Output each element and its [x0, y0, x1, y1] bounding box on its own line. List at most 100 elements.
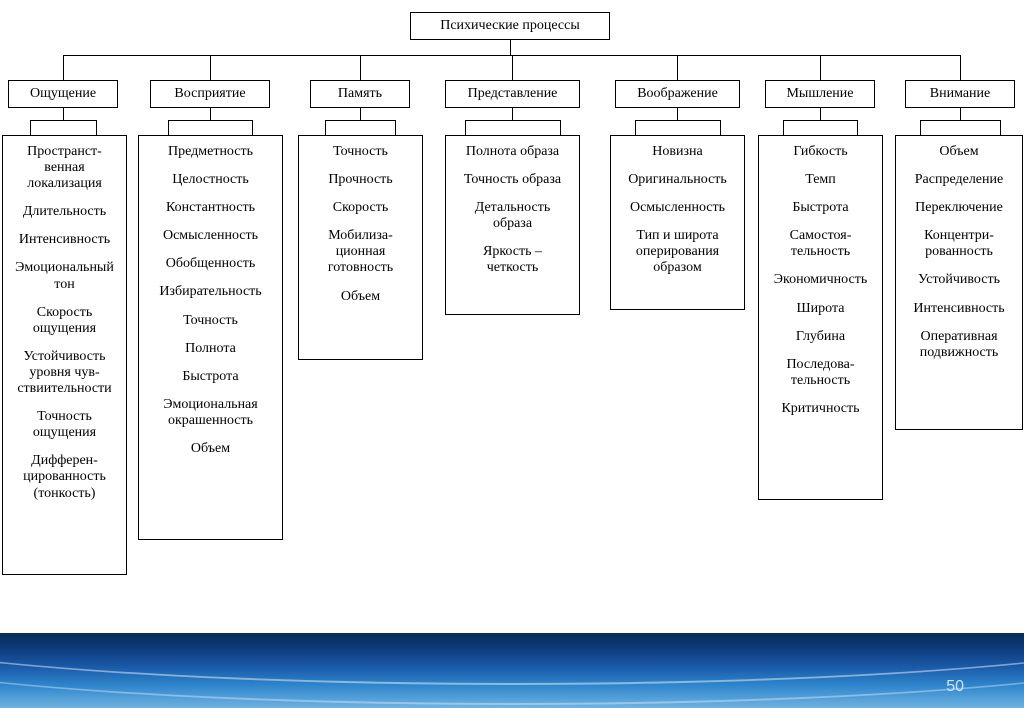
connector-vline — [960, 108, 961, 120]
connector-vline — [252, 120, 253, 135]
list-item: Объем — [303, 289, 418, 305]
connector-hline — [325, 120, 395, 121]
list-item: Интенсивность — [900, 301, 1018, 317]
list-item: Детальность — [450, 200, 575, 216]
list-item: Интенсивность — [7, 232, 122, 248]
category-perception: Восприятие — [150, 80, 270, 108]
connector-vline — [560, 120, 561, 135]
connector-vline — [960, 55, 961, 80]
connector-vline — [720, 120, 721, 135]
connector-vline — [465, 120, 466, 135]
connector-vline — [677, 108, 678, 120]
list-item: Последова- — [763, 357, 878, 373]
list-item: Предметность — [143, 144, 278, 160]
list-item: Эмоциональная — [143, 397, 278, 413]
connector-hline — [168, 120, 252, 121]
connector-hline — [635, 120, 720, 121]
connector-vline — [820, 55, 821, 80]
list-item: Глубина — [763, 329, 878, 345]
list-item: Устойчивость — [7, 349, 122, 365]
list-item: Дифферен- — [7, 453, 122, 469]
list-item: готовность — [303, 260, 418, 276]
list-item: уровня чув- — [7, 365, 122, 381]
connector-vline — [920, 120, 921, 135]
list-item: Точность — [303, 144, 418, 160]
list-item: четкость — [450, 260, 575, 276]
category-representation: Представление — [445, 80, 580, 108]
list-thinking: ГибкостьТемпБыстротаСамостоя-тельностьЭк… — [758, 135, 883, 500]
connector-vline — [63, 108, 64, 120]
connector-vline — [96, 120, 97, 135]
list-item: образа — [450, 216, 575, 232]
list-item: образом — [615, 260, 740, 276]
connector-vline — [857, 120, 858, 135]
list-item: Новизна — [615, 144, 740, 160]
list-sensation: Пространст-веннаялокализацияДлительность… — [2, 135, 127, 575]
list-item: Прочность — [303, 172, 418, 188]
list-item: Осмысленность — [143, 228, 278, 244]
connector-hline — [465, 120, 560, 121]
connector-vline — [783, 120, 784, 135]
list-item: рованность — [900, 244, 1018, 260]
list-item: Точность — [143, 313, 278, 329]
list-item: ционная — [303, 244, 418, 260]
list-item: ствиительности — [7, 381, 122, 397]
diagram-canvas: Психические процессыОщущениеПространст-в… — [0, 0, 1024, 708]
list-item: Яркость – — [450, 244, 575, 260]
list-item: локализация — [7, 176, 122, 192]
list-item: тельность — [763, 244, 878, 260]
list-item: (тонкость) — [7, 486, 122, 502]
list-attention: ОбъемРаспределениеПереключениеКонцентри-… — [895, 135, 1023, 430]
connector-vline — [210, 108, 211, 120]
list-item: цированность — [7, 469, 122, 485]
connector-vline — [1000, 120, 1001, 135]
list-item: Экономичность — [763, 272, 878, 288]
connector-vline — [512, 55, 513, 80]
connector-hline — [783, 120, 857, 121]
list-item: Точность — [7, 409, 122, 425]
connector-hline — [30, 120, 96, 121]
connector-vline — [820, 108, 821, 120]
list-item: Точность образа — [450, 172, 575, 188]
connector-hline — [920, 120, 1000, 121]
list-item: ощущения — [7, 425, 122, 441]
list-item: Целостность — [143, 172, 278, 188]
connector-vline — [360, 108, 361, 120]
list-memory: Точность Прочность Скорость Мобилиза-ционна… — [298, 135, 423, 360]
list-item: Гибкость — [763, 144, 878, 160]
list-item: Объем — [143, 441, 278, 457]
footer-decorative-wave — [0, 633, 1024, 708]
connector-vline — [63, 55, 64, 80]
list-item: Тип и широта — [615, 228, 740, 244]
list-item: Обобщенность — [143, 256, 278, 272]
list-item: Длительность — [7, 204, 122, 220]
list-representation: Полнота образаТочность образаДетальность… — [445, 135, 580, 315]
list-item: ощущения — [7, 321, 122, 337]
list-item: Быстрота — [143, 369, 278, 385]
list-item: подвижность — [900, 345, 1018, 361]
list-item: Переключение — [900, 200, 1018, 216]
list-imagination: Новизна Оригинальность Осмысленность Тип и … — [610, 135, 745, 310]
connector-vline — [210, 55, 211, 80]
list-item: Критичность — [763, 401, 878, 417]
list-item: Константность — [143, 200, 278, 216]
list-item: Оригинальность — [615, 172, 740, 188]
list-item: Объем — [900, 144, 1018, 160]
list-item: Скорость — [303, 200, 418, 216]
list-item: Устойчивость — [900, 272, 1018, 288]
connector-vline — [635, 120, 636, 135]
list-item: окрашенность — [143, 413, 278, 429]
list-item: Избирательность — [143, 284, 278, 300]
list-item: Распределение — [900, 172, 1018, 188]
list-item: Оперативная — [900, 329, 1018, 345]
category-memory: Память — [310, 80, 410, 108]
connector-vline — [395, 120, 396, 135]
list-item: Быстрота — [763, 200, 878, 216]
list-item: Мобилиза- — [303, 228, 418, 244]
category-imagination: Воображение — [615, 80, 740, 108]
connector-vline — [30, 120, 31, 135]
list-item: Самостоя- — [763, 228, 878, 244]
list-item: Осмысленность — [615, 200, 740, 216]
root-box: Психические процессы — [410, 12, 610, 40]
connector-vline — [512, 108, 513, 120]
